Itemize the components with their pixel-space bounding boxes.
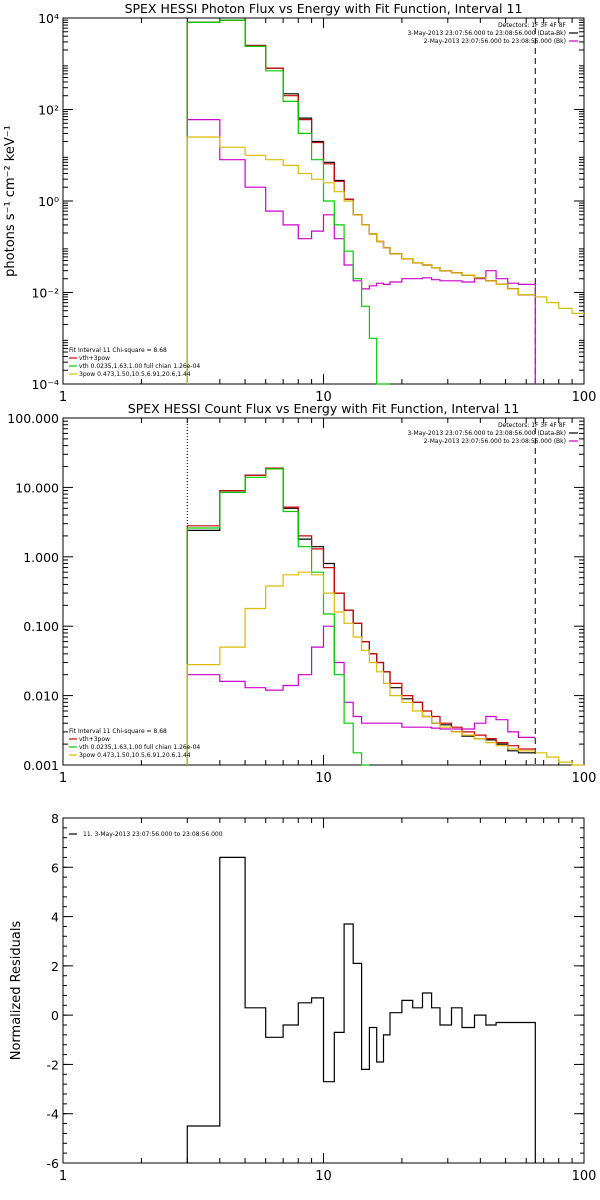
series-3pow-extension — [535, 296, 584, 314]
y-tick-label: 10⁴ — [38, 11, 59, 26]
series-3-may-2013-23-07-56-000-to-23-08-56-000-data-bk — [186, 19, 536, 384]
x-tick-label: 1 — [59, 771, 67, 786]
y-tick-label: 10⁻⁴ — [31, 377, 59, 392]
legend-entry: 3pow 0.473,1.50,10.5,6.91,20.6,1.44 — [79, 371, 191, 378]
y-tick-label: 1.000 — [23, 550, 59, 565]
y-tick-label: -6 — [47, 1156, 60, 1171]
x-tick-label: 10 — [315, 771, 332, 786]
legend-entry: vth 0.0235,1.63,1.00 full chian 1.26e-04 — [79, 363, 200, 370]
legend-entry: Fit Interval 11 Chi-square = 8.68 — [69, 728, 167, 735]
legend-entry: Fit Interval 11 Chi-square = 8.68 — [69, 347, 167, 354]
x-tick-label: 10 — [315, 1169, 332, 1184]
legend-entry: 3pow 0.473,1.50,10.5,6.91,20.6,1.44 — [79, 752, 191, 759]
y-tick-label: 8 — [51, 811, 59, 826]
y-tick-label: 0.100 — [23, 619, 59, 634]
y-tick-label: 0 — [51, 1008, 59, 1023]
legend-entry: 2-May-2013 23:07:56.000 to 23:08:56.000 … — [424, 38, 566, 45]
series-vth-3pow — [186, 467, 536, 765]
chart-panel-3: 1 10 100 -6 -4 -2 0 2 4 6 8 Normalized Residuals 11.… — [9, 811, 596, 1184]
y-tick-label: 10.000 — [15, 480, 59, 495]
legend-entry: 3-May-2013 23:07:56.000 to 23:08:56.000 … — [407, 30, 566, 37]
series-3pow — [186, 571, 536, 765]
chart-panel-2: SPEX HESSI Count Flux vs Energy with Fit… — [7, 401, 596, 786]
y-tick-label: 0.001 — [23, 758, 59, 773]
series-3pow-extension — [535, 752, 584, 766]
legend-entry: Detectors: 1F 3F 4F 8F — [498, 22, 567, 29]
y-tick-label: 6 — [51, 860, 59, 875]
legend-entry: 2-May-2013 23:07:56.000 to 23:08:56.000 … — [424, 438, 566, 445]
series-vth — [186, 19, 390, 385]
legend-entry: vth+3pow — [79, 355, 110, 362]
chart-panel-1: SPEX HESSI Photon Flux vs Energy with Fi… — [3, 1, 596, 405]
x-tick-label: 100 — [572, 771, 597, 786]
y-axis-label: photons s⁻¹ cm⁻² keV⁻¹ — [3, 125, 18, 277]
x-tick-label: 10 — [315, 390, 332, 405]
chart-title: SPEX HESSI Count Flux vs Energy with Fit… — [128, 401, 519, 416]
y-tick-label: 10⁰ — [38, 194, 59, 209]
y-tick-label: 10² — [38, 103, 59, 118]
y-tick-label: 0.010 — [23, 689, 59, 704]
series-11-3-may-2013-23-07-56-000-to-23-08-56-000 — [186, 856, 536, 1163]
x-tick-label: 100 — [572, 1169, 597, 1184]
legend-entry: 11. 3-May-2013 23:07:56.000 to 23:08:56.… — [83, 831, 223, 838]
y-tick-label: 100.000 — [7, 411, 59, 426]
legend-entry: vth+3pow — [79, 736, 110, 743]
series-2-may-2013-23-07-56-000-to-23-08-56-000-bk — [186, 625, 536, 765]
x-tick-label: 1 — [59, 390, 67, 405]
y-tick-label: -4 — [47, 1107, 60, 1122]
chart-title: SPEX HESSI Photon Flux vs Energy with Fi… — [125, 1, 523, 16]
y-tick-label: 10⁻² — [31, 286, 59, 301]
x-tick-label: 100 — [572, 390, 597, 405]
series-vth — [186, 468, 370, 766]
legend-entry: Detectors: 1F 3F 4F 8F — [498, 422, 567, 429]
y-axis-label: Normalized Residuals — [9, 921, 24, 1061]
legend-entry: vth 0.0235,1.63,1.00 full chian 1.26e-04 — [79, 744, 200, 751]
series-3pow — [186, 136, 536, 384]
y-tick-label: 4 — [51, 910, 59, 925]
x-tick-label: 1 — [59, 1169, 67, 1184]
series-vth-3pow — [186, 19, 536, 384]
plot-frame — [62, 817, 585, 1164]
series-2-may-2013-23-07-56-000-to-23-08-56-000-bk — [186, 119, 536, 384]
y-tick-label: -2 — [47, 1057, 59, 1072]
legend-entry: 3-May-2013 23:07:56.000 to 23:08:56.000 … — [407, 430, 566, 437]
y-tick-label: 2 — [51, 959, 59, 974]
